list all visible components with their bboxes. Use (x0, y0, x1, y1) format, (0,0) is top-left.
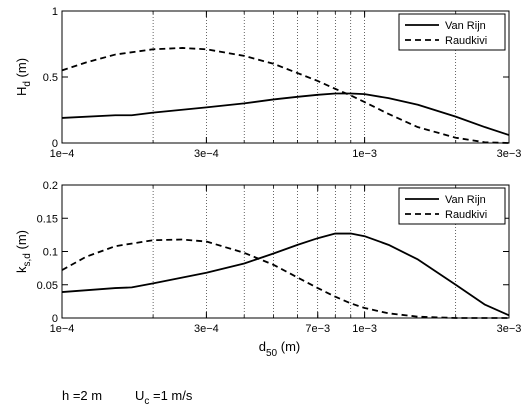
y-tick-label: 0.15 (37, 213, 58, 225)
legend-label: Raudkivi (445, 209, 487, 221)
top-plot: 1e−4 3e−4 1e−3 3e−3 0 0.5 1 Hd (m) Van Rijn Raudk… (14, 6, 521, 160)
x-tick-label: 1e−4 (50, 323, 75, 335)
series-line-van-rijn (61, 232, 510, 317)
series-line-raudkivi (61, 238, 509, 319)
x-tick-label: 3e−4 (194, 148, 219, 160)
legend-label: Van Rijn (445, 20, 486, 32)
legend-label: Raudkivi (445, 35, 487, 47)
x-tick-label: 1e−3 (352, 148, 377, 160)
y-axis-label: Hd (m) (14, 58, 33, 96)
x-tick-label: 7e−3 (305, 323, 330, 335)
x-axis-label: d50 (m) (259, 339, 300, 359)
y-tick-label: 0.5 (43, 72, 58, 84)
annotation-velocity: Uc =1 m/s (135, 388, 193, 407)
x-tick-label: 1e−4 (50, 148, 75, 160)
series-line-van-rijn (61, 92, 510, 136)
x-tick-label: 3e−3 (497, 323, 522, 335)
annotation-depth: h =2 m (62, 388, 102, 403)
x-tick-label: 1e−3 (352, 323, 377, 335)
y-axis-label: ks,d (m) (14, 230, 33, 273)
series-line-raudkivi (61, 47, 510, 144)
legend: Van Rijn Raudkivi (398, 187, 506, 225)
y-tick-label: 0.05 (37, 280, 58, 292)
x-tick-label: 3e−4 (194, 323, 219, 335)
legend-box (398, 187, 506, 225)
y-tick-label: 0.2 (43, 180, 58, 192)
legend: Van Rijn Raudkivi (398, 13, 506, 51)
legend-box (398, 13, 506, 51)
bottom-plot: 1e−4 3e−4 7e−3 1e−3 3e−3 0 0.05 0.1 0.15 0.2 ks,d … (14, 180, 521, 359)
legend-label: Van Rijn (445, 194, 486, 206)
y-tick-label: 0.1 (43, 247, 58, 259)
x-tick-label: 3e−3 (497, 148, 522, 160)
y-tick-label: 0 (52, 313, 58, 325)
y-tick-label: 0 (52, 138, 58, 150)
y-tick-label: 1 (52, 6, 58, 18)
